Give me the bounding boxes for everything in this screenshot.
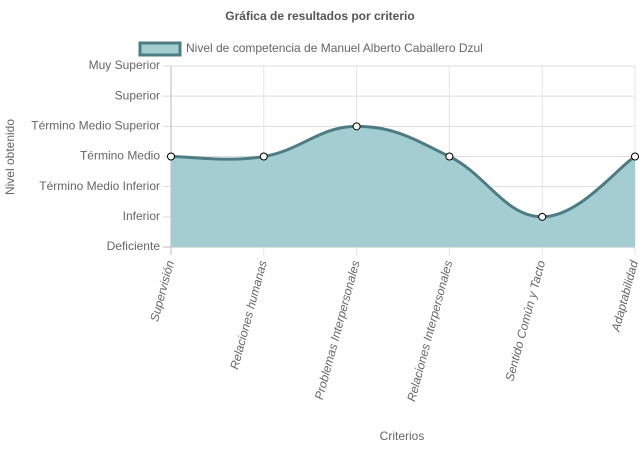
y-tick-label: Muy Superior: [89, 58, 160, 72]
point: [259, 152, 268, 161]
x-tick-label: Sentido Común y Tacto: [502, 259, 548, 383]
y-tick-label: Término Medio Superior: [31, 119, 160, 133]
legend-label: Nivel de competencia de Manuel Alberto C…: [186, 41, 483, 55]
chart-title: Gráfica de resultados por criterio: [225, 9, 414, 23]
point: [445, 152, 454, 161]
y-axis-label: Nivel obtenido: [3, 119, 17, 195]
y-tick-label: Inferior: [123, 209, 160, 223]
y-tick-label: Término Medio Inferior: [39, 179, 160, 193]
y-tick-label: Superior: [115, 88, 160, 102]
x-tick-label: Adaptabilidad: [608, 259, 639, 334]
area: [171, 126, 635, 247]
x-tick-label: Problemas Interpersonales: [312, 259, 363, 401]
x-tick-label: Supervisión: [147, 259, 177, 324]
point: [167, 152, 175, 161]
x-tick-label: Relaciones humanas: [227, 259, 270, 371]
legend-swatch: [138, 41, 182, 57]
y-tick-label: Término Medio: [80, 149, 160, 163]
point: [352, 122, 361, 131]
y-tick-label: Deficiente: [107, 239, 161, 253]
x-tick-label: Relaciones Interpersonales: [404, 259, 455, 403]
x-axis-label: Criterios: [380, 429, 425, 443]
point: [538, 212, 547, 221]
point: [631, 152, 639, 161]
